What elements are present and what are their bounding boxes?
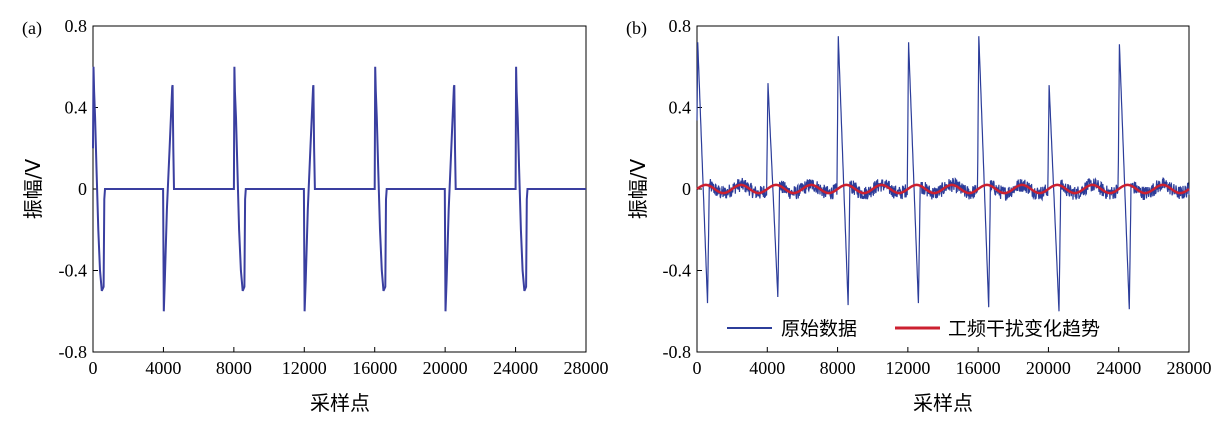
x-tick-label-a: 4000 xyxy=(145,358,181,378)
ticks-b: 0 4000 8000 12000 16000 20000 24000 28000 -0.8 -0… xyxy=(663,16,1212,378)
legend-b: 原始数据 工频干扰变化趋势 xyxy=(727,318,1100,340)
y-tick-label-a: -0.4 xyxy=(59,261,88,281)
ticks-a: 0 4000 8000 12000 16000 20000 24000 28000 -0.8 -0… xyxy=(59,16,609,378)
x-tick-label-a: 0 xyxy=(89,358,98,378)
y-tick-label-a: 0 xyxy=(78,179,87,199)
series-lines-b xyxy=(696,36,1190,312)
x-tick-label-b: 24000 xyxy=(1096,358,1141,378)
chart-panel-b: (b) 0 4000 8000 12000 16000 20000 24000 28000 -0… xyxy=(626,16,1212,415)
series-lines-a xyxy=(92,66,586,312)
y-tick-label-b: -0.8 xyxy=(663,342,692,362)
x-tick-label-a: 16000 xyxy=(352,358,397,378)
panel-label-b: (b) xyxy=(626,18,647,39)
x-axis-label-a: 采样点 xyxy=(310,391,370,415)
y-tick-label-b: 0.8 xyxy=(669,16,692,36)
legend-label-trend: 工频干扰变化趋势 xyxy=(948,318,1100,340)
x-tick-label-b: 12000 xyxy=(885,358,930,378)
y-axis-label-b: 振幅/V xyxy=(626,158,650,219)
x-tick-label-a: 24000 xyxy=(493,358,538,378)
x-tick-label-b: 0 xyxy=(693,358,702,378)
series-line-trend xyxy=(696,183,1190,195)
x-tick-label-b: 16000 xyxy=(956,358,1001,378)
y-tick-label-a: -0.8 xyxy=(59,342,88,362)
x-tick-label-a: 12000 xyxy=(282,358,327,378)
x-tick-label-b: 8000 xyxy=(820,358,856,378)
x-tick-label-a: 20000 xyxy=(423,358,468,378)
panel-label-a: (a) xyxy=(22,18,42,39)
series-line-raw xyxy=(696,36,1190,312)
y-axis-label-a: 振幅/V xyxy=(21,158,45,219)
x-tick-label-a: 28000 xyxy=(564,358,609,378)
y-tick-label-b: 0 xyxy=(682,179,691,199)
y-tick-label-a: 0.4 xyxy=(65,98,88,118)
chart-panel-a: (a) 0 4000 8000 12000 16000 20000 24000 28000 -0… xyxy=(21,16,609,415)
x-tick-label-b: 28000 xyxy=(1167,358,1212,378)
y-tick-label-a: 0.8 xyxy=(65,16,88,36)
y-tick-label-b: 0.4 xyxy=(669,98,692,118)
x-axis-label-b: 采样点 xyxy=(913,391,973,415)
x-tick-label-b: 4000 xyxy=(749,358,785,378)
x-tick-label-b: 20000 xyxy=(1026,358,1071,378)
legend-label-raw: 原始数据 xyxy=(781,318,857,340)
x-tick-label-a: 8000 xyxy=(216,358,252,378)
y-tick-label-b: -0.4 xyxy=(663,261,692,281)
series-line-a xyxy=(92,66,586,312)
